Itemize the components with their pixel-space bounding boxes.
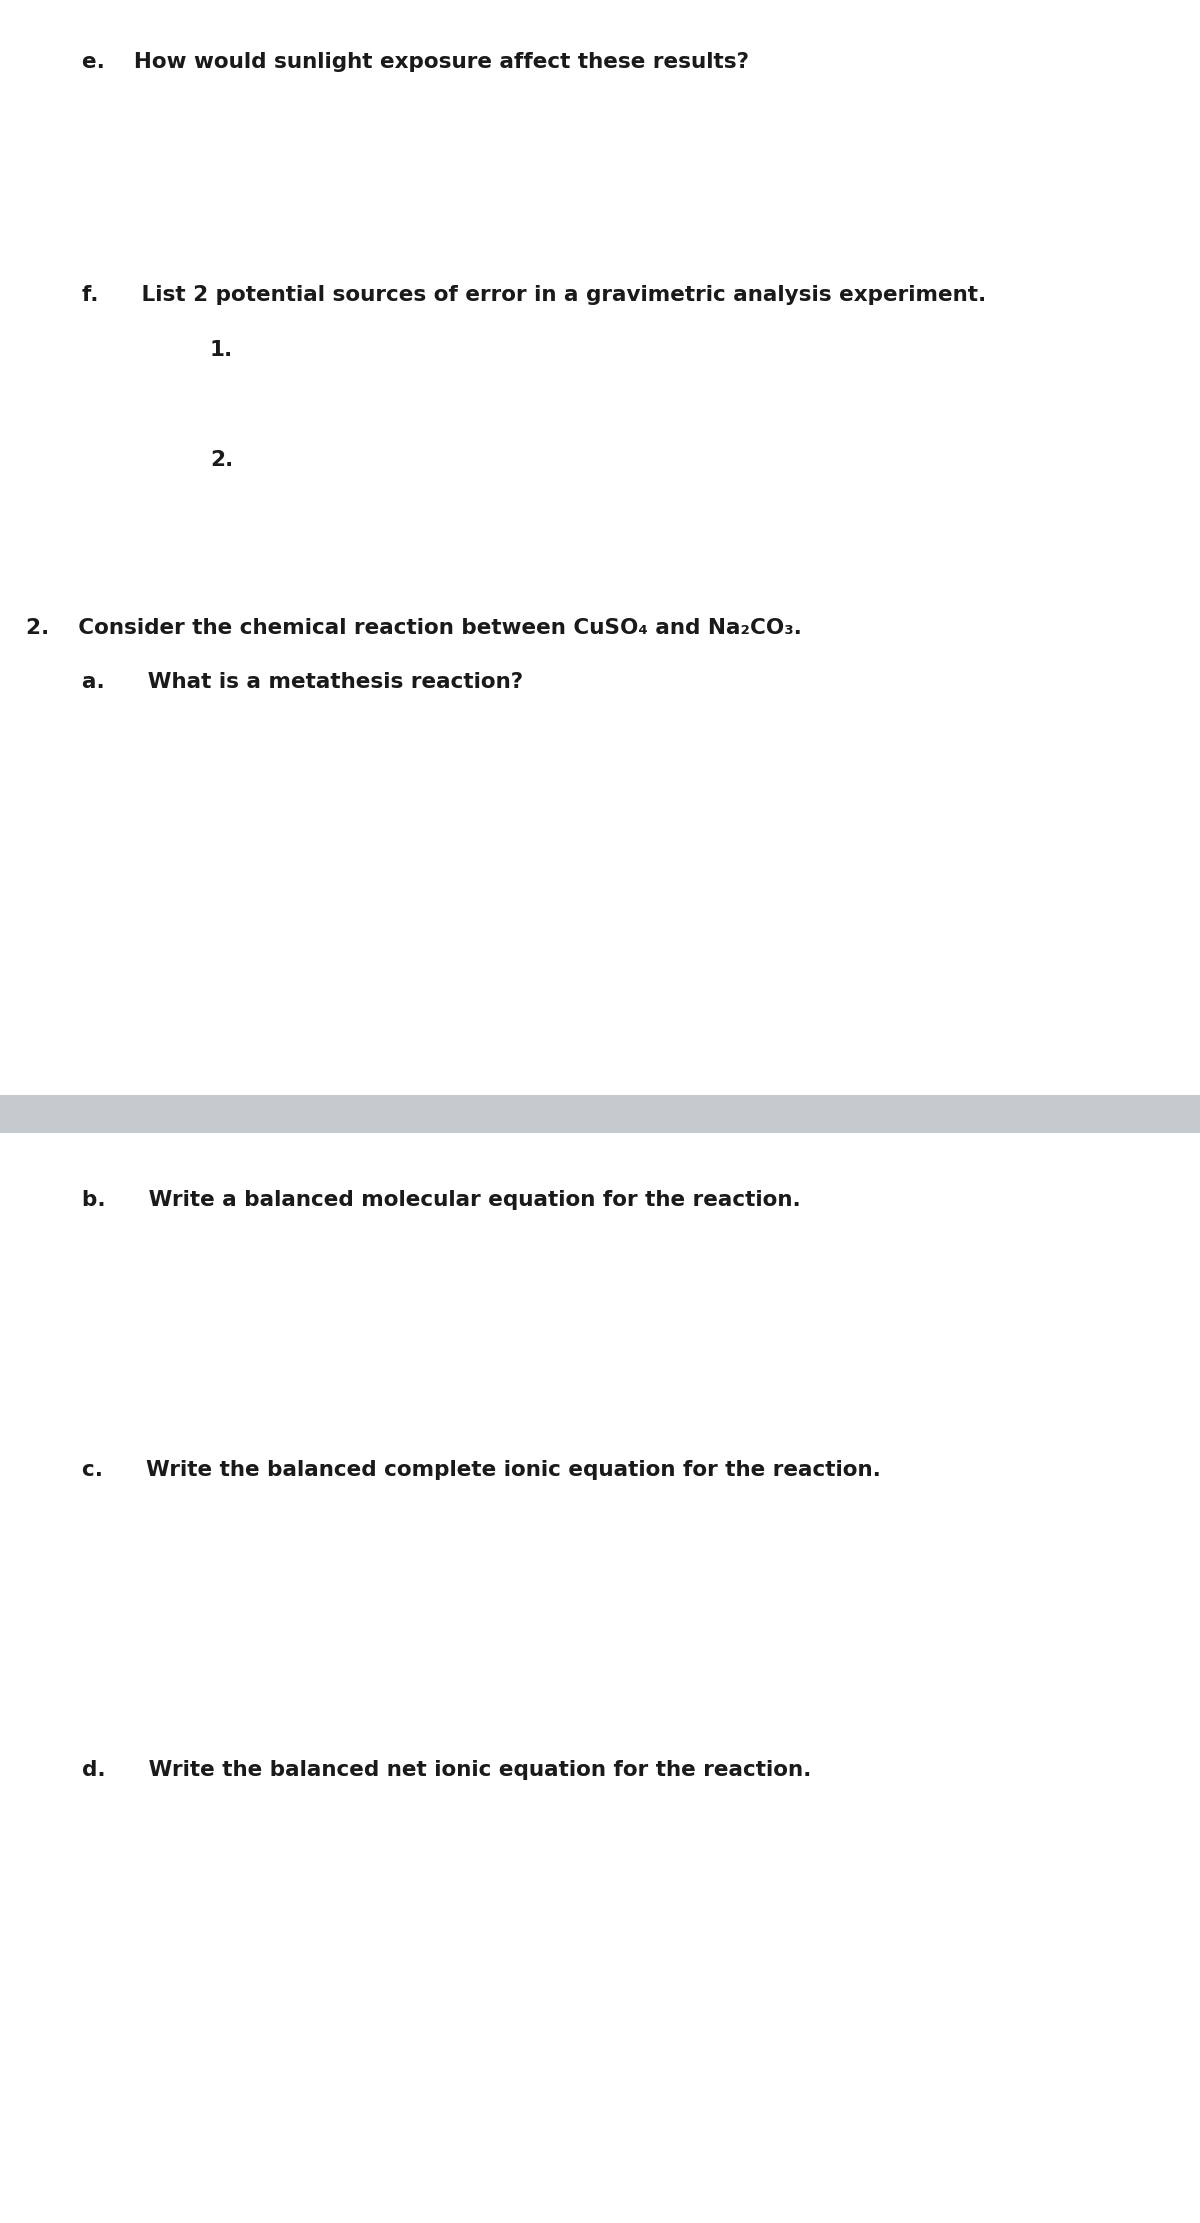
Text: 2.: 2. bbox=[210, 449, 233, 469]
Text: a.  What is a metathesis reaction?: a. What is a metathesis reaction? bbox=[82, 671, 523, 691]
Text: f.  List 2 potential sources of error in a gravimetric analysis experiment.: f. List 2 potential sources of error in … bbox=[82, 285, 986, 305]
Text: c.  Write the balanced complete ionic equation for the reaction.: c. Write the balanced complete ionic equ… bbox=[82, 1461, 881, 1481]
Text: 1.: 1. bbox=[210, 340, 233, 360]
Bar bbox=[0, 1096, 1200, 1134]
Text: e.  How would sunlight exposure affect these results?: e. How would sunlight exposure affect th… bbox=[82, 51, 749, 71]
Text: b.  Write a balanced molecular equation for the reaction.: b. Write a balanced molecular equation f… bbox=[82, 1189, 800, 1209]
Text: d.  Write the balanced net ionic equation for the reaction.: d. Write the balanced net ionic equation… bbox=[82, 1761, 811, 1781]
Text: 2.  Consider the chemical reaction between CuSO₄ and Na₂CO₃.: 2. Consider the chemical reaction betwee… bbox=[26, 618, 802, 638]
